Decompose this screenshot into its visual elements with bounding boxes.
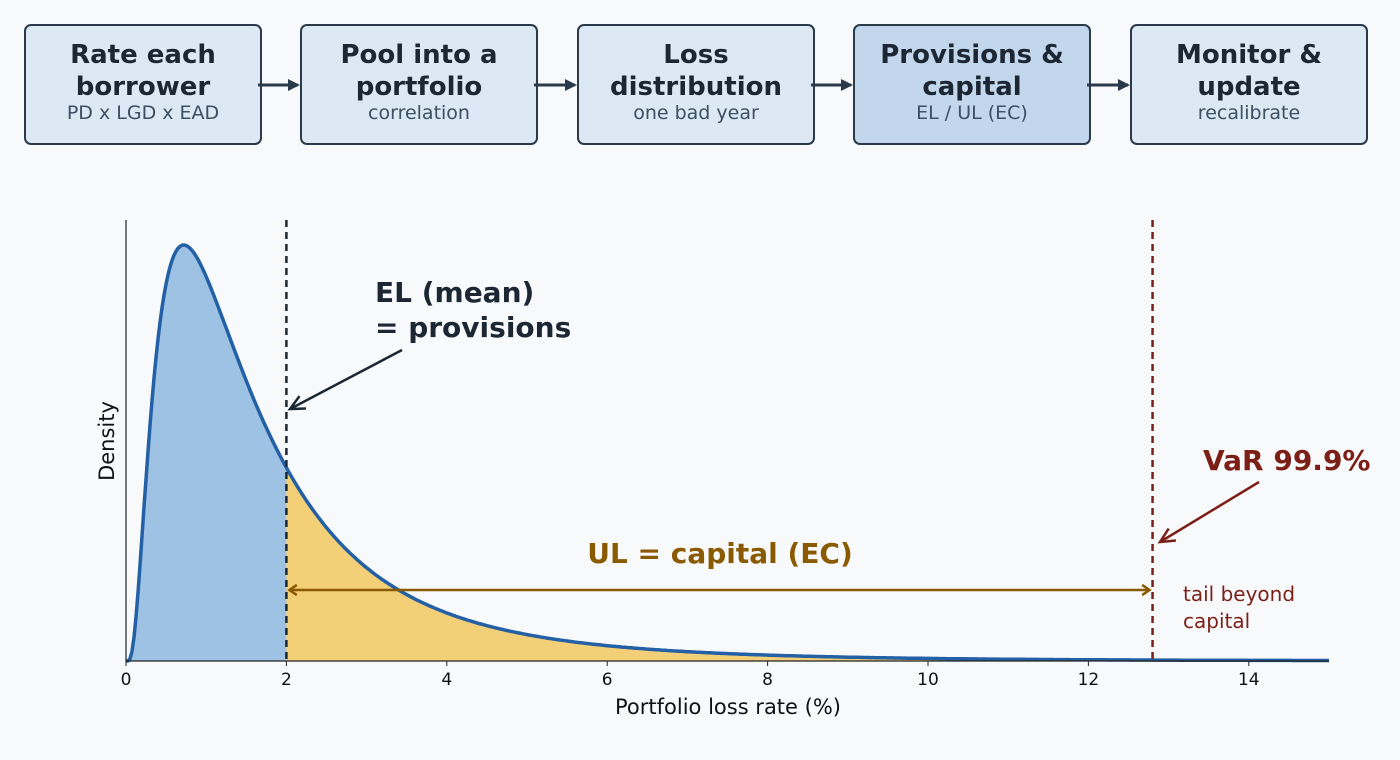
flow-step-title: Loss distribution (610, 40, 782, 102)
var-pointer-arrowhead (1157, 527, 1177, 544)
flow-step-1: Rate each borrower PD x LGD x EAD (24, 24, 262, 145)
x-axis-ticks: 0 2 4 6 8 10 12 14 (121, 661, 1260, 690)
flow-step-title: Pool into a portfolio (340, 40, 498, 102)
flow-step-title: Provisions & capital (880, 40, 1064, 102)
flow-step-2: Pool into a portfolio correlation (300, 24, 538, 145)
flow-step-3: Loss distribution one bad year (577, 24, 815, 145)
var-label: VaR 99.9% (1203, 444, 1370, 477)
y-axis-label: Density (95, 401, 119, 481)
flow-step-subtitle: EL / UL (EC) (916, 102, 1028, 124)
x-tick-label: 0 (121, 670, 132, 690)
x-tick-label: 14 (1238, 670, 1260, 690)
x-axis-label: Portfolio loss rate (%) (615, 695, 841, 719)
ul-span-arrowhead-left (287, 583, 298, 597)
flow-step-4: Provisions & capital EL / UL (EC) (853, 24, 1091, 145)
ul-label: UL = capital (EC) (587, 537, 853, 570)
ul-area-fill (286, 467, 1153, 661)
var-pointer-arrow (1159, 480, 1260, 544)
flow-step-subtitle: correlation (368, 102, 470, 124)
density-curve (125, 243, 1329, 663)
flow-step-subtitle: recalibrate (1197, 102, 1301, 124)
x-tick-label: 8 (762, 670, 773, 690)
x-tick-label: 10 (917, 670, 939, 690)
tail-label-line2: capital (1183, 609, 1250, 633)
el-label-line2: = provisions (375, 311, 571, 344)
x-tick-label: 2 (281, 670, 292, 690)
flow-step-title: Monitor & update (1176, 40, 1322, 102)
flow-step-title: Rate each borrower (70, 40, 216, 102)
el-pointer-arrow (289, 348, 403, 411)
x-tick-label: 4 (441, 670, 452, 690)
flow-step-subtitle: PD x LGD x EAD (66, 102, 220, 124)
flow-step-5: Monitor & update recalibrate (1130, 24, 1368, 145)
flow-step-subtitle: one bad year (633, 102, 759, 124)
el-label-line1: EL (mean) (375, 276, 534, 309)
el-area-fill (126, 245, 287, 661)
x-tick-label: 6 (602, 670, 613, 690)
x-tick-label: 12 (1078, 670, 1100, 690)
ul-span-arrowhead-right (1141, 583, 1152, 597)
tail-label-line1: tail beyond (1183, 582, 1295, 606)
el-pointer-arrowhead (287, 395, 307, 411)
